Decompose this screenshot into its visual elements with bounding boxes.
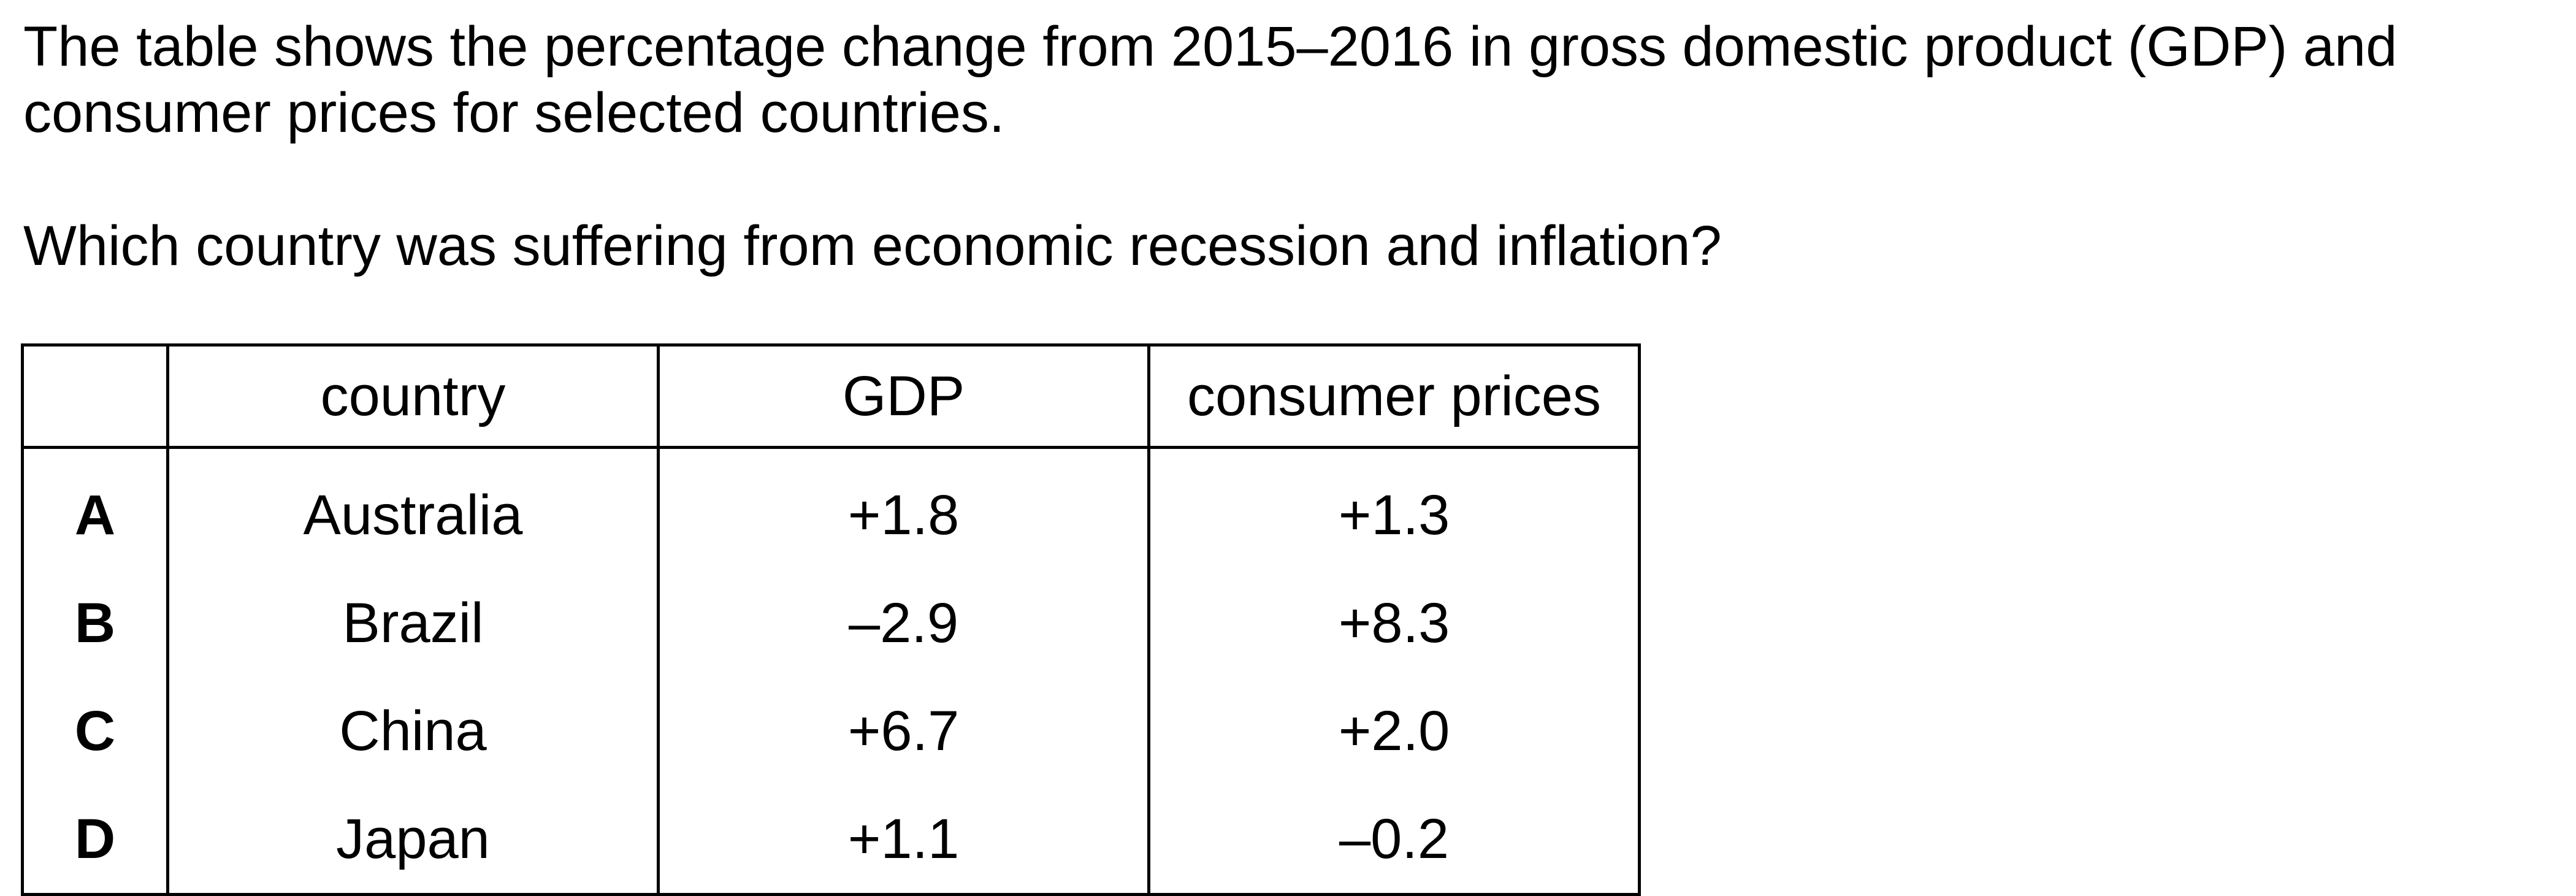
header-gdp: GDP bbox=[657, 343, 1150, 449]
header-country: country bbox=[166, 343, 660, 449]
country-cell: China bbox=[166, 677, 660, 785]
option-letter: D bbox=[21, 785, 169, 896]
table-header: country GDP consumer prices bbox=[21, 343, 1641, 449]
option-letter: C bbox=[21, 677, 169, 785]
gdp-cell: –2.9 bbox=[657, 569, 1150, 677]
table-row: A Australia +1.8 +1.3 bbox=[21, 447, 1641, 569]
consumer-prices-cell: +8.3 bbox=[1147, 569, 1641, 677]
gdp-cell: +1.8 bbox=[657, 447, 1150, 569]
data-table: country GDP consumer prices A Australia … bbox=[21, 343, 1641, 896]
gdp-cell: +6.7 bbox=[657, 677, 1150, 785]
intro-text: The table shows the percentage change fr… bbox=[23, 13, 2476, 146]
intro-line-1: The table shows the percentage change fr… bbox=[23, 15, 2398, 78]
header-row: country GDP consumer prices bbox=[21, 343, 1641, 449]
header-consumer-prices: consumer prices bbox=[1147, 343, 1641, 449]
country-cell: Japan bbox=[166, 785, 660, 896]
gdp-cell: +1.1 bbox=[657, 785, 1150, 896]
consumer-prices-cell: –0.2 bbox=[1147, 785, 1641, 896]
table-row: C China +6.7 +2.0 bbox=[21, 677, 1641, 785]
question-text: Which country was suffering from economi… bbox=[23, 215, 1722, 277]
consumer-prices-cell: +1.3 bbox=[1147, 447, 1641, 569]
option-letter: B bbox=[21, 569, 169, 677]
country-cell: Australia bbox=[166, 447, 660, 569]
table-row: B Brazil –2.9 +8.3 bbox=[21, 569, 1641, 677]
header-option bbox=[21, 343, 169, 449]
country-cell: Brazil bbox=[166, 569, 660, 677]
table-body: A Australia +1.8 +1.3 B Brazil –2.9 +8.3… bbox=[21, 447, 1641, 896]
consumer-prices-cell: +2.0 bbox=[1147, 677, 1641, 785]
intro-line-2: consumer prices for selected countries. bbox=[23, 82, 1005, 144]
table-row: D Japan +1.1 –0.2 bbox=[21, 785, 1641, 896]
data-table-container: country GDP consumer prices A Australia … bbox=[21, 343, 1641, 896]
option-letter: A bbox=[21, 447, 169, 569]
